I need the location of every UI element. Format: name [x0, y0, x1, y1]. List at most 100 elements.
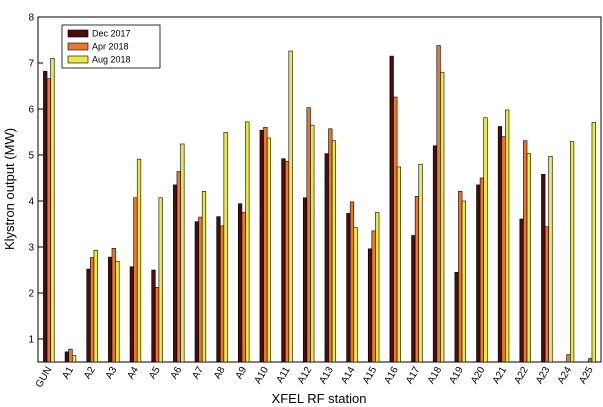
x-axis: GUN A1 A2 A3 A4 A5 A6 A7 A8 A9 A10 A11 A12 A13 A14 A15 A…: [34, 358, 596, 390]
bar-dec-2017-a10: [259, 129, 264, 363]
bar-apr-2018-a22: [523, 140, 528, 363]
bar-apr-2018-a19: [458, 191, 463, 363]
bar-apr-2018-a17: [414, 196, 420, 363]
bar-apr-2018-a6: [176, 171, 181, 363]
bar-apr-2018-a16: [393, 96, 398, 363]
bar-apr-2018-a15: [371, 230, 376, 363]
x-axis-title: XFEL RF station: [272, 391, 367, 406]
bar-dec-2017-a20: [476, 184, 481, 363]
bar-aug-2018-a16: [396, 166, 401, 363]
bar-aug-2018-a3: [115, 260, 120, 363]
bar-apr-2018-a20: [479, 177, 485, 363]
bar-dec-2017-a5: [151, 269, 156, 363]
bar-dec-2017-a4: [129, 266, 134, 363]
y-tick-label: 4: [28, 197, 34, 208]
bar-aug-2018-a25: [591, 122, 596, 363]
bar-apr-2018-a5: [154, 287, 160, 363]
bar-dec-2017-a9: [238, 203, 243, 363]
x-tick-label: A13: [318, 365, 337, 386]
x-tick-label: A24: [556, 365, 575, 386]
bar-aug-2018-a20: [483, 117, 488, 363]
bar-aug-2018-gun: [50, 58, 55, 363]
bar-aug-2018-a17: [418, 163, 423, 363]
bar-aug-2018-a2: [93, 249, 98, 363]
x-tick-label: A7: [190, 365, 206, 381]
bar-aug-2018-a12: [310, 124, 315, 363]
x-tick-label: A23: [534, 365, 553, 386]
legend-swatch-dec-2017: [67, 29, 89, 38]
bar-dec-2017-a19: [454, 271, 459, 363]
bar-aug-2018-a22: [526, 153, 531, 363]
x-tick-label: A1: [60, 365, 76, 381]
bar-aug-2018-a14: [353, 227, 358, 363]
legend-swatch-aug-2018: [67, 55, 89, 64]
bar-dec-2017-a2: [86, 268, 91, 363]
y-axis: 1 2 3 4 5 6 7 8: [28, 13, 43, 346]
legend-label-apr-2018: Apr 2018: [92, 42, 129, 52]
bar-aug-2018-a21: [505, 109, 510, 363]
bar-dec-2017-a6: [173, 184, 178, 363]
x-tick-label: GUN: [34, 365, 55, 390]
y-tick-label: 6: [28, 105, 34, 116]
bar-aug-2018-a1: [71, 355, 77, 363]
bar-aug-2018-a7: [201, 191, 207, 363]
bar-apr-2018-a7: [198, 216, 203, 363]
y-tick-label: 1: [28, 335, 34, 346]
bar-dec-2017-a1: [64, 351, 69, 363]
bar-aug-2018-a24: [570, 141, 575, 363]
bar-dec-2017-a14: [346, 213, 351, 363]
bar-dec-2017-gun: [43, 70, 48, 363]
x-tick-label: A2: [82, 365, 98, 381]
bar-aug-2018-a19: [461, 200, 466, 363]
x-tick-label: A8: [212, 365, 228, 381]
bar-aug-2018-a10: [266, 137, 272, 363]
y-tick-label: 3: [28, 243, 34, 254]
legend-label-dec-2017: Dec 2017: [92, 29, 131, 39]
bar-apr-2018-a24: [566, 354, 571, 363]
bar-aug-2018-a23: [548, 156, 553, 363]
x-tick-label: A17: [404, 365, 423, 386]
bar-dec-2017-a3: [108, 256, 113, 363]
x-tick-label: A12: [296, 365, 315, 386]
bar-apr-2018-a8: [219, 225, 225, 363]
y-tick-label: 7: [28, 59, 34, 70]
bar-aug-2018-a11: [288, 50, 293, 363]
bar-aug-2018-a13: [331, 140, 337, 363]
bar-apr-2018-a25: [588, 358, 593, 363]
bar-apr-2018-a3: [111, 248, 116, 363]
bar-aug-2018-a15: [375, 212, 380, 363]
x-tick-label: A16: [382, 365, 401, 386]
bar-aug-2018-a5: [158, 197, 163, 363]
x-tick-label: A11: [275, 365, 293, 386]
bar-dec-2017-a17: [411, 235, 416, 363]
bar-apr-2018-a18: [436, 45, 441, 363]
bar-dec-2017-a15: [367, 248, 373, 363]
x-tick-label: A22: [512, 365, 531, 386]
x-tick-label: A19: [447, 365, 466, 386]
bar-apr-2018-a1: [68, 348, 73, 363]
plot-area: [37, 16, 602, 363]
bar-dec-2017-a8: [216, 216, 221, 363]
y-tick-label: 5: [28, 151, 34, 162]
bars: [43, 45, 596, 363]
bar-aug-2018-a9: [245, 121, 250, 363]
x-tick-label: A6: [169, 365, 185, 381]
x-tick-label: A10: [253, 365, 272, 386]
x-tick-label: A3: [104, 365, 120, 381]
legend-label-aug-2018: Aug 2018: [92, 55, 131, 65]
x-tick-label: A15: [361, 365, 380, 386]
bar-apr-2018-a14: [349, 201, 355, 363]
legend: Dec 2017 Apr 2018 Aug 2018: [61, 24, 161, 69]
y-tick-label: 2: [28, 289, 34, 300]
bar-dec-2017-a23: [541, 174, 546, 363]
y-axis-title: Klystron output (MW): [2, 128, 17, 250]
bar-apr-2018-a4: [133, 197, 138, 363]
bar-apr-2018-a9: [241, 212, 246, 363]
bar-aug-2018-a18: [440, 71, 445, 363]
x-tick-label: A25: [577, 365, 596, 386]
bar-dec-2017-a7: [194, 221, 199, 363]
bar-apr-2018-gun: [46, 78, 51, 363]
x-tick-label: A20: [469, 365, 488, 386]
bar-aug-2018-a8: [223, 132, 228, 363]
x-tick-label: A21: [491, 365, 510, 386]
